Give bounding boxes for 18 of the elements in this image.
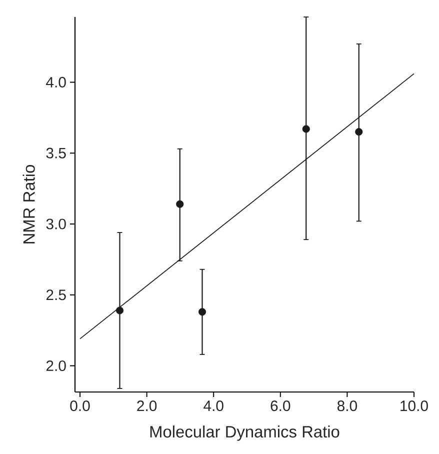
x-tick-label: 4.0 xyxy=(204,400,224,412)
y-tick-label: 3.0 xyxy=(46,218,66,230)
point xyxy=(302,125,310,133)
point xyxy=(176,200,184,208)
x-tick-label: 6.0 xyxy=(270,400,290,412)
y-tick-label: 2.0 xyxy=(46,360,66,372)
x-tick-label: 2.0 xyxy=(137,400,157,412)
x-tick-label: 8.0 xyxy=(337,400,357,412)
x-tick-label: 10.0 xyxy=(400,400,428,412)
y-tick-label: 2.5 xyxy=(46,290,66,300)
x-axis-title: Molecular Dynamics Ratio xyxy=(150,426,340,441)
y-tick-label: 4.0 xyxy=(46,76,66,88)
x-tick-label: 0.0 xyxy=(70,400,90,412)
y-axis-title: NMR Ratio xyxy=(22,165,35,244)
point xyxy=(116,306,124,314)
point xyxy=(355,128,363,136)
point xyxy=(198,308,206,316)
y-tick-label: 3.5 xyxy=(46,148,66,158)
